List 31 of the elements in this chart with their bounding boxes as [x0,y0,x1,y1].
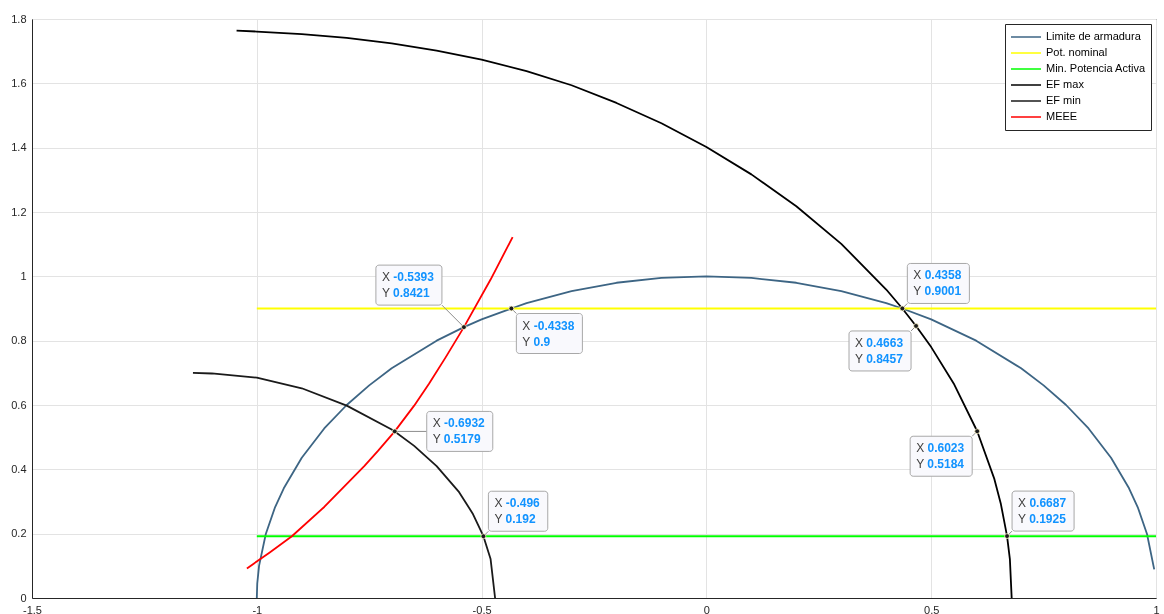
legend-label: MEEE [1046,110,1078,122]
x-tick-label: -1.5 [23,603,42,614]
y-tick-label: 1.6 [11,76,27,89]
legend-label: Limite de armadura [1046,30,1142,42]
y-tick-label: 0.4 [11,462,27,475]
x-tick-label: -1 [252,603,263,614]
annotation: X 0.4663 Y 0.8457 [855,335,904,366]
y-tick-label: 1.2 [11,205,27,218]
x-tick-label: -0.5 [472,603,492,614]
x-tick-label: 1 [1153,603,1160,614]
legend-label: Pot. nominal [1046,46,1108,58]
y-tick-label: 1.4 [11,141,27,154]
y-tick-label: 0.6 [11,398,27,411]
annotation: X -0.496 Y 0.192 [494,496,541,527]
legend-label: EF max [1046,78,1085,90]
y-tick-label: 0.8 [11,334,27,347]
x-tick-label: 0 [703,603,710,614]
annotation: X -0.5393 Y 0.8421 [381,270,435,301]
annotation: X 0.4358 Y 0.9001 [913,268,962,299]
annotation: X 0.6687 Y 0.1925 [1018,496,1067,527]
annotation: X -0.6932 Y 0.5179 [432,416,486,447]
legend-label: Min. Potencia Activa [1046,62,1146,74]
y-tick-label: 0 [20,591,27,604]
annotation: X 0.6023 Y 0.5184 [916,441,965,472]
line-series [235,29,1013,598]
x-tick-label: 0.5 [924,603,940,614]
y-tick-label: 1.8 [11,12,27,25]
annotation: X -0.4338 Y 0.9 [522,318,575,349]
y-tick-label: 1 [20,269,27,282]
y-tick-label: 0.2 [11,527,27,540]
legend-label: EF min [1046,94,1081,106]
